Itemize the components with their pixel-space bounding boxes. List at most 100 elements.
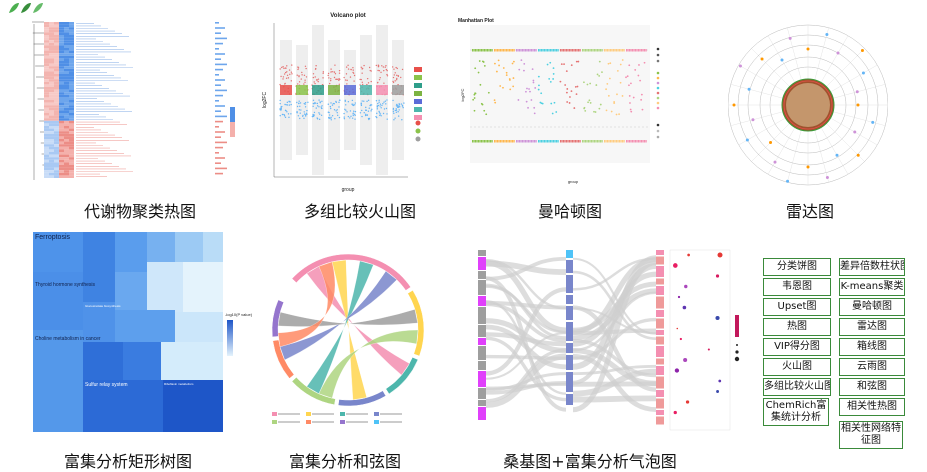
point-down (508, 140, 509, 143)
chart-type-item[interactable]: 分类饼图 (763, 258, 831, 276)
point-up (632, 49, 633, 52)
radar-point (746, 139, 749, 142)
point-up (631, 49, 632, 52)
point-down (365, 107, 366, 108)
point-up (527, 49, 528, 52)
heatmap-cell (64, 97, 69, 100)
point (534, 87, 536, 89)
point-down (641, 140, 642, 143)
point-down (580, 140, 581, 143)
radar-point (781, 58, 784, 61)
chart-type-item[interactable]: 多组比较火山图 (763, 378, 831, 396)
point-down (284, 104, 285, 105)
heatmap-cell (69, 64, 74, 67)
point-up (477, 49, 478, 52)
point-up (347, 65, 348, 66)
point-up (301, 72, 302, 73)
legend-text-placeholder (346, 413, 368, 415)
point-up (624, 49, 625, 52)
heatmap-cell (69, 129, 74, 132)
point-up (616, 49, 617, 52)
heatmap-cell (64, 61, 69, 64)
chart-type-item[interactable]: 相关性网络特征图 (839, 421, 903, 449)
side-bar (215, 136, 221, 138)
heatmap-cell (64, 32, 69, 35)
chart-type-item[interactable]: 差异倍数柱状图 (839, 258, 905, 276)
point-down (368, 110, 369, 111)
chart-type-item[interactable]: 热图 (763, 318, 831, 336)
side-bar (215, 168, 227, 170)
point-down (396, 112, 397, 113)
bubble-point (683, 358, 687, 362)
chart-type-item[interactable]: 云雨图 (839, 358, 905, 376)
point-up (304, 79, 305, 80)
chart-type-item[interactable]: ChemRich富集统计分析 (763, 398, 829, 426)
group-box (328, 40, 340, 160)
point-up (371, 70, 372, 71)
manhattan-panel: Manhattan Plot group log2FC (458, 15, 690, 187)
chart-type-item[interactable]: 雷达图 (839, 318, 905, 336)
point-down (378, 101, 379, 102)
heatmap-cell (69, 152, 74, 155)
sankey-node (478, 250, 486, 256)
chart-type-item[interactable]: 韦恩图 (763, 278, 831, 296)
heatmap-cell (59, 173, 64, 176)
point-up (644, 49, 645, 52)
treemap-tile (83, 342, 123, 380)
point-down (613, 140, 614, 143)
point-down (317, 105, 318, 106)
point-down (383, 101, 384, 102)
sankey-node (656, 279, 664, 285)
sankey-node (566, 355, 573, 370)
point-down (305, 115, 306, 116)
chart-type-item[interactable]: 火山图 (763, 358, 831, 376)
heatmap-cell (69, 123, 74, 126)
side-bar (215, 95, 223, 97)
point-down (304, 113, 305, 114)
heatmap-cell (64, 38, 69, 41)
point (526, 101, 528, 103)
radar-point (789, 37, 792, 40)
side-bar (215, 32, 221, 34)
point-up (594, 49, 595, 52)
chart-type-item[interactable]: 曼哈顿图 (839, 298, 905, 316)
point-up (506, 49, 507, 52)
heatmap-cell (44, 160, 49, 163)
point-up (577, 49, 578, 52)
point-down (339, 117, 340, 118)
chart-type-item[interactable]: 箱线图 (839, 338, 905, 356)
heatmap-cell (44, 110, 49, 113)
point-down (632, 140, 633, 143)
heatmap-cell (49, 53, 54, 56)
point-down (572, 140, 573, 143)
side-bar (215, 84, 221, 86)
point-up (400, 77, 401, 78)
point (554, 102, 556, 104)
chart-type-item[interactable]: 和弦图 (839, 378, 905, 396)
point (526, 88, 528, 90)
heatmap-cell (44, 84, 49, 87)
point-down (370, 110, 371, 111)
heatmap-cell (49, 173, 54, 176)
point-down (591, 140, 592, 143)
heatmap-cell (69, 51, 74, 54)
legend-dot (657, 124, 660, 127)
heatmap-cell (59, 69, 64, 72)
heatmap-cell (54, 134, 59, 137)
heatmap-cell (54, 118, 59, 121)
heatmap-cell (59, 168, 64, 171)
bubble-point (673, 263, 678, 268)
radar-panel (728, 20, 888, 190)
chart-type-item[interactable]: K-means聚类 (839, 278, 905, 296)
point-down (282, 114, 283, 115)
chart-type-item[interactable]: 相关性热图 (839, 398, 905, 416)
point-down (514, 140, 515, 143)
point-up (317, 81, 318, 82)
chart-type-item[interactable]: VIP得分图 (763, 338, 831, 356)
point-up (478, 49, 479, 52)
bubble-point (687, 254, 690, 257)
chart-type-item[interactable]: Upset图 (763, 298, 831, 316)
radar-point (861, 49, 864, 52)
point-down (379, 105, 380, 106)
heatmap-cell (49, 136, 54, 139)
